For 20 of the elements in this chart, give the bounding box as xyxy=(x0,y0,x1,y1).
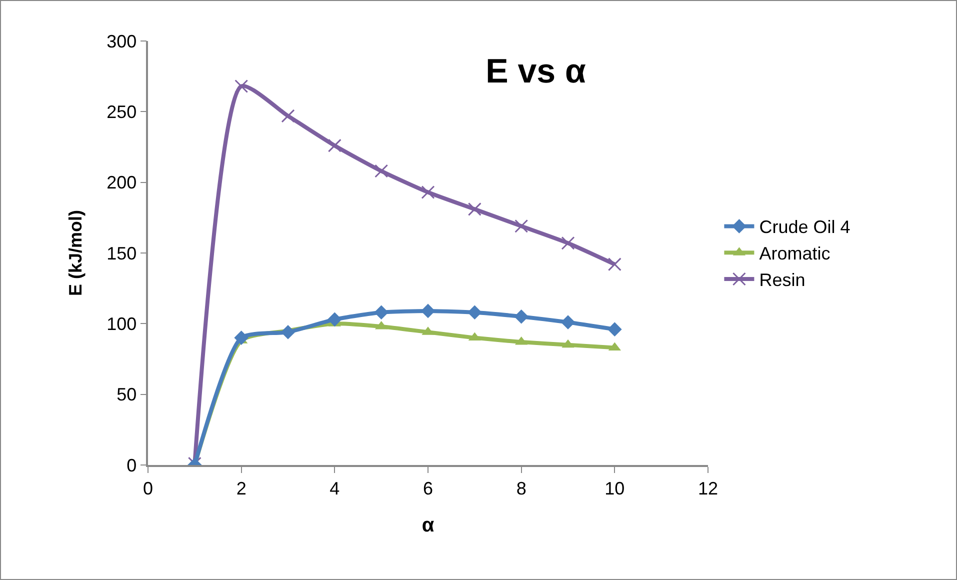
x-axis-title: α xyxy=(422,514,435,536)
y-tick-label: 200 xyxy=(106,172,137,193)
y-tick-label: 150 xyxy=(106,243,137,264)
legend-label: Crude Oil 4 xyxy=(759,217,850,238)
legend-label: Aromatic xyxy=(759,244,830,264)
legend-label: Resin xyxy=(759,270,806,290)
x-tick-label: 12 xyxy=(698,478,718,498)
x-tick-label: 10 xyxy=(604,478,625,498)
y-axis-title: E (kJ/mol) xyxy=(65,210,86,296)
y-tick-label: 100 xyxy=(106,314,137,334)
x-tick-label: 6 xyxy=(422,478,434,498)
y-tick-label: 300 xyxy=(106,31,137,52)
y-tick-label: 0 xyxy=(126,455,137,476)
x-tick-label: 4 xyxy=(330,478,340,498)
x-tick-label: 0 xyxy=(142,478,154,498)
chart-title: E vs α xyxy=(486,52,586,91)
y-tick-label: 50 xyxy=(116,384,137,405)
x-tick-label: 8 xyxy=(516,478,526,498)
x-tick-label: 2 xyxy=(236,478,246,498)
y-tick-label: 250 xyxy=(106,102,137,122)
